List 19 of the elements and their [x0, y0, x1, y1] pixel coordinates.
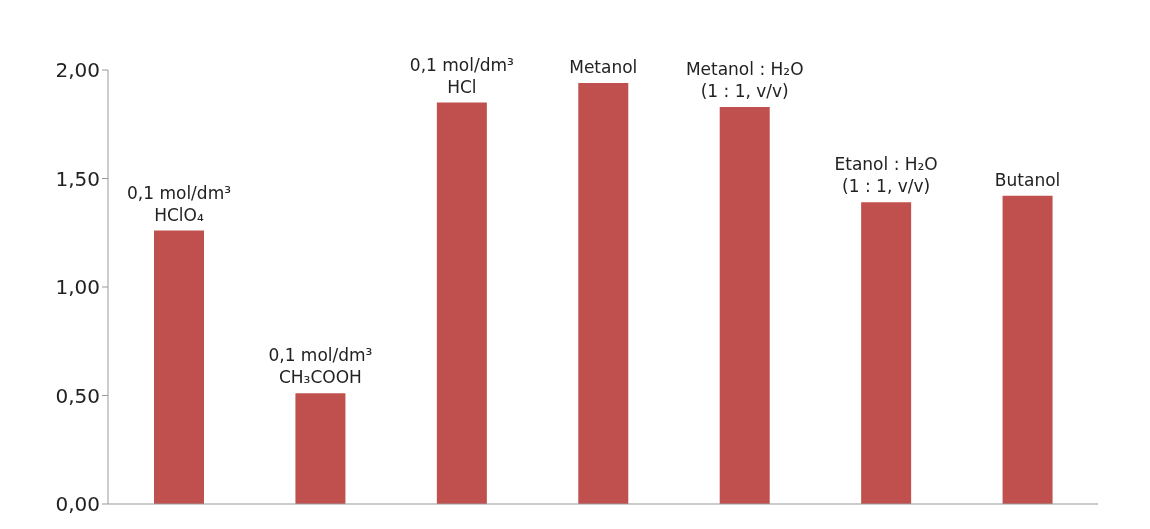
- y-tick-label: 2,00: [55, 58, 100, 83]
- bar: [436, 102, 487, 504]
- y-tick-label: 1,50: [55, 166, 100, 191]
- bar: [578, 83, 629, 504]
- bar: [861, 202, 912, 504]
- x-tick-label: Etanol : H₂O (1 : 1, v/v): [834, 154, 938, 197]
- y-tick-label: 1,00: [55, 275, 100, 300]
- y-tick-label: 0,50: [55, 383, 100, 408]
- bar: [295, 393, 346, 504]
- bar: [719, 106, 770, 504]
- x-tick-label: 0,1 mol/dm³ CH₃COOH: [268, 345, 373, 388]
- x-tick-label: 0,1 mol/dm³ HClO₄: [126, 182, 232, 225]
- x-tick-label: 0,1 mol/dm³ HCl: [409, 54, 514, 97]
- bar: [1002, 195, 1053, 504]
- bar: [154, 230, 204, 504]
- y-tick-label: 0,00: [55, 492, 100, 517]
- x-tick-label: Metanol: [569, 57, 638, 78]
- x-tick-label: Metanol : H₂O (1 : 1, v/v): [685, 58, 804, 101]
- x-tick-label: Butanol: [994, 169, 1061, 190]
